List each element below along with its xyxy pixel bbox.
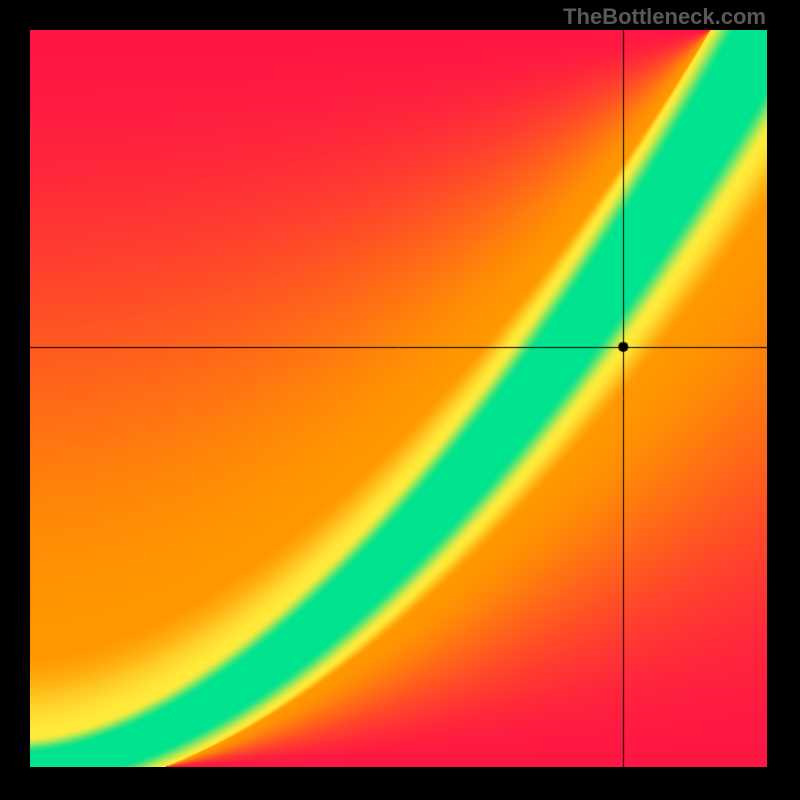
crosshair-overlay [30,30,767,767]
chart-container: { "type": "heatmap", "canvas": { "outer_… [0,0,800,800]
watermark-text: TheBottleneck.com [563,4,766,30]
